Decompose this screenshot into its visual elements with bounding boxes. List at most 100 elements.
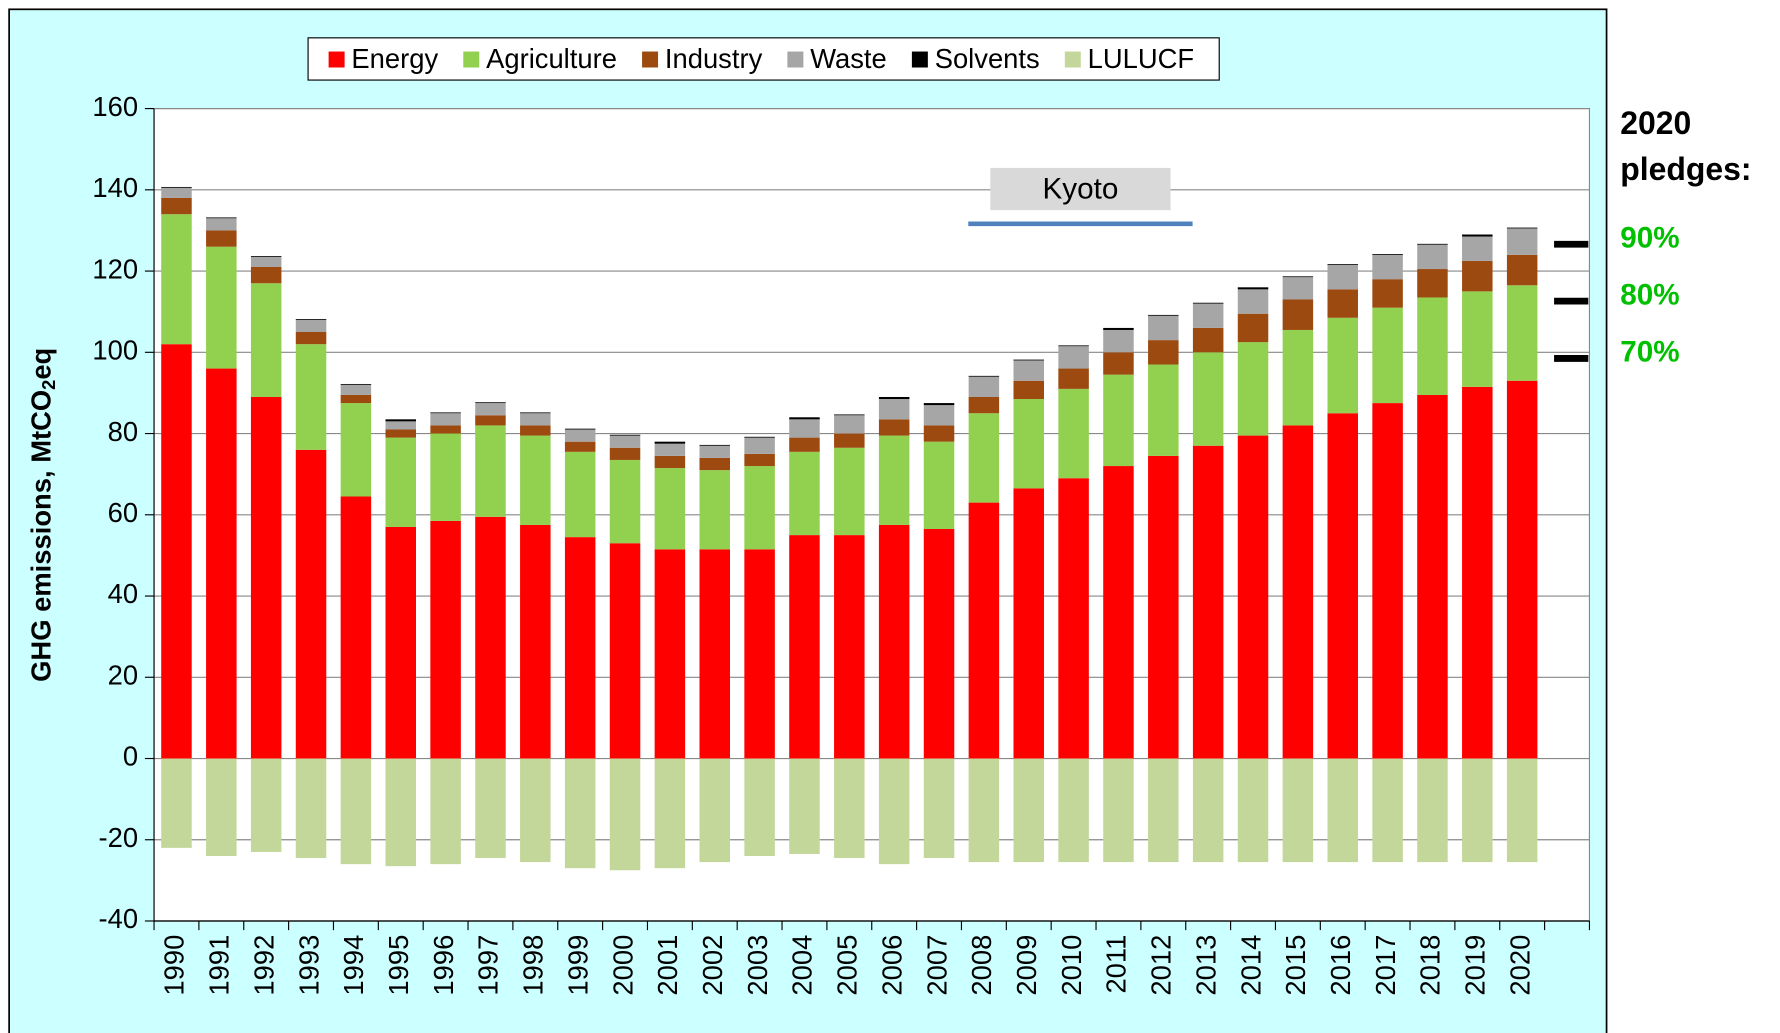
- bar-segment: [1417, 243, 1448, 245]
- bar-segment: [1462, 291, 1493, 387]
- bar-segment: [878, 435, 910, 525]
- bar-segment: [654, 455, 686, 469]
- x-tick-label: 2013: [1190, 935, 1221, 996]
- bar-segment: [1506, 285, 1538, 381]
- x-tick-label: 1991: [204, 935, 235, 996]
- x-tick-label: 1995: [383, 935, 414, 996]
- bar-segment: [1058, 388, 1089, 479]
- x-tick-label: 2003: [742, 935, 773, 996]
- bar-segment: [968, 758, 1000, 863]
- x-tick-label: 2000: [607, 935, 638, 996]
- legend-label: Industry: [665, 43, 763, 74]
- y-tick-label: -40: [98, 903, 138, 934]
- bar-segment: [385, 419, 417, 422]
- bar-segment: [430, 425, 461, 434]
- bar-segment: [161, 186, 192, 188]
- bar-segment: [968, 396, 1000, 414]
- bar-segment: [161, 214, 192, 345]
- bar-segment: [789, 417, 820, 420]
- bar-segment: [1148, 758, 1179, 863]
- bar-segment: [1506, 758, 1538, 863]
- bar-segment: [385, 758, 417, 867]
- bar-segment: [1192, 352, 1224, 446]
- bar-segment: [878, 396, 910, 400]
- bar-segment: [654, 549, 686, 759]
- pledges-title: 2020: [1620, 105, 1691, 141]
- bar-segment: [385, 421, 417, 430]
- bar-segment: [1282, 277, 1314, 300]
- bar-segment: [475, 425, 506, 517]
- legend-swatch: [787, 51, 804, 68]
- y-axis-title: GHG emissions, MtCO2eq: [26, 348, 59, 682]
- bar-segment: [1013, 488, 1044, 759]
- legend-label: Energy: [351, 43, 438, 74]
- bar-segment: [1372, 254, 1403, 280]
- bar-segment: [1282, 329, 1314, 426]
- bar-segment: [699, 457, 730, 471]
- bar-segment: [161, 344, 192, 759]
- bar-segment: [520, 412, 551, 414]
- bar-segment: [609, 459, 641, 544]
- bar-segment: [878, 524, 910, 759]
- bar-segment: [1192, 758, 1224, 863]
- bar-segment: [1237, 342, 1269, 436]
- x-tick-label: 2019: [1460, 935, 1491, 996]
- bar-segment: [250, 758, 282, 852]
- x-tick-label: 2011: [1101, 935, 1132, 994]
- bar-segment: [1372, 254, 1403, 255]
- bar-segment: [161, 758, 192, 848]
- bar-segment: [520, 425, 551, 436]
- bar-segment: [1462, 260, 1493, 292]
- legend-label: Solvents: [935, 43, 1040, 74]
- bar-segment: [609, 758, 641, 871]
- bar-segment: [1506, 228, 1538, 255]
- bar-segment: [1013, 360, 1044, 381]
- x-tick-label: 2004: [787, 935, 818, 996]
- bar-segment: [699, 444, 730, 446]
- x-tick-label: 2001: [652, 935, 683, 996]
- bar-segment: [206, 217, 237, 219]
- bar-segment: [744, 758, 775, 857]
- legend-swatch: [1064, 51, 1081, 68]
- bar-segment: [968, 376, 1000, 397]
- bar-segment: [161, 187, 192, 198]
- legend-swatch: [328, 51, 345, 68]
- bar-segment: [1462, 758, 1493, 863]
- x-tick-label: 1996: [428, 935, 459, 996]
- bar-segment: [923, 405, 955, 426]
- bar-segment: [295, 344, 327, 450]
- bar-segment: [206, 230, 237, 247]
- bar-segment: [250, 267, 282, 284]
- bar-segment: [789, 451, 820, 536]
- bar-segment: [564, 537, 596, 759]
- x-tick-label: 2020: [1504, 935, 1535, 996]
- bar-segment: [609, 435, 641, 448]
- bar-segment: [1148, 315, 1179, 341]
- bar-segment: [1013, 758, 1044, 863]
- bar-segment: [206, 368, 237, 759]
- bar-segment: [1327, 317, 1358, 414]
- bar-segment: [520, 524, 551, 759]
- bar-segment: [1148, 364, 1179, 456]
- bar-segment: [834, 415, 865, 434]
- bar-segment: [789, 419, 820, 438]
- x-tick-label: 1993: [293, 935, 324, 996]
- bar-segment: [789, 758, 820, 854]
- legend-label: Agriculture: [486, 43, 617, 74]
- bar-segment: [1462, 236, 1493, 261]
- bar-segment: [968, 502, 1000, 759]
- bar-segment: [834, 433, 865, 448]
- x-tick-label: 2015: [1280, 935, 1311, 996]
- bar-segment: [250, 283, 282, 397]
- bar-segment: [1013, 359, 1044, 361]
- pledge-label: 80%: [1620, 278, 1679, 311]
- x-tick-label: 1990: [159, 935, 190, 996]
- y-axis-title-part: eq: [26, 348, 57, 380]
- bar-segment: [385, 437, 417, 527]
- bar-segment: [250, 256, 282, 268]
- bar-segment: [1327, 264, 1358, 265]
- bar-segment: [1013, 380, 1044, 400]
- y-tick-label: 120: [92, 253, 138, 284]
- bar-segment: [475, 415, 506, 426]
- bar-segment: [1372, 403, 1403, 759]
